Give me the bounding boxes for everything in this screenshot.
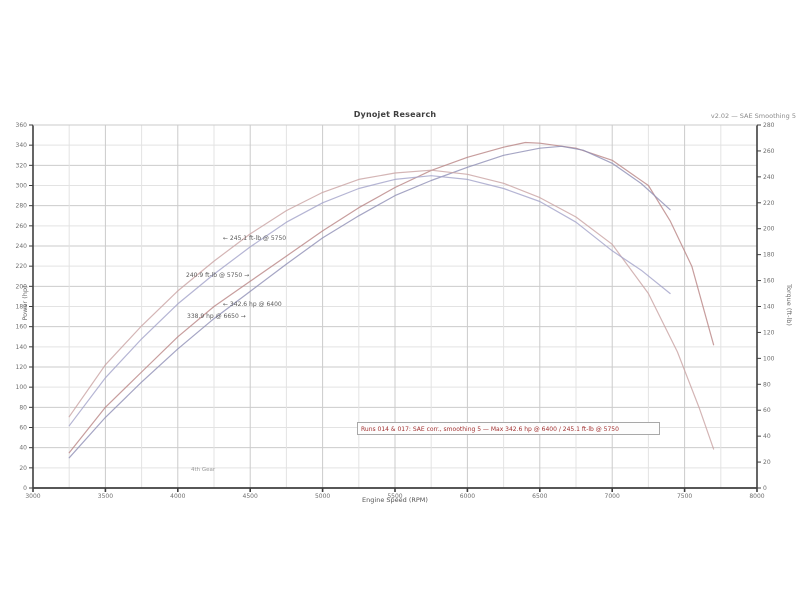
tick-label: 6000 <box>460 493 475 500</box>
tick-label: 7500 <box>677 493 692 500</box>
tick-label: 6500 <box>532 493 547 500</box>
tick-label: 5500 <box>387 493 402 500</box>
tick-label: 20 <box>763 459 771 466</box>
tick-label: 40 <box>763 433 771 440</box>
tick-label: 60 <box>19 425 27 432</box>
tick-label: 140 <box>763 304 775 311</box>
chart-meta-text: v2.02 — SAE Smoothing 5 <box>710 112 796 120</box>
tick-label: 320 <box>16 162 28 169</box>
annotation-run2-torque-peak: 240.9 ft-lb @ 5750 → <box>186 272 250 279</box>
tick-label: 4000 <box>170 493 185 500</box>
tick-label: 200 <box>16 283 28 290</box>
tick-label: 280 <box>763 122 775 129</box>
tick-label: 80 <box>19 404 27 411</box>
tick-label: 180 <box>16 304 28 311</box>
tick-label: 120 <box>16 364 28 371</box>
annotation-run1-torque-peak: ← 245.1 ft-lb @ 5750 <box>223 235 287 242</box>
tick-label: 5000 <box>315 493 330 500</box>
tick-label: 80 <box>763 381 771 388</box>
tick-label: 280 <box>16 203 28 210</box>
chart-title: Dynojet Research <box>353 110 437 119</box>
run-note-box: Runs 014 & 017: SAE corr., smoothing 5 —… <box>357 422 660 435</box>
tick-label: 3500 <box>98 493 113 500</box>
curve-run-1-torque <box>68 169 715 450</box>
tick-label: 20 <box>19 465 27 472</box>
tick-label: 4500 <box>243 493 258 500</box>
tick-label: 100 <box>16 384 28 391</box>
tick-label: 260 <box>763 148 775 155</box>
curve-run-1-power <box>68 141 715 454</box>
tick-label: 0 <box>763 485 767 492</box>
tick-label: 140 <box>16 344 28 351</box>
gear-note: 4th Gear <box>191 467 216 473</box>
tick-label: 220 <box>16 263 28 270</box>
tick-label: 8000 <box>749 493 764 500</box>
tick-label: 160 <box>763 278 775 285</box>
tick-label: 3000 <box>25 493 40 500</box>
curve-run-2-power <box>68 145 671 459</box>
tick-label: 180 <box>763 252 775 259</box>
curve-run-2-torque <box>68 175 671 427</box>
x-axis-title: Engine Speed (RPM) <box>362 496 428 504</box>
tick-label: 7000 <box>605 493 620 500</box>
annotation-run1-power-peak: ← 342.6 hp @ 6400 <box>223 301 282 308</box>
tick-label: 120 <box>763 329 775 336</box>
run-note-text: Runs 014 & 017: SAE corr., smoothing 5 —… <box>361 426 619 433</box>
left-axis-title: Power (hp) <box>21 285 29 321</box>
tick-label: 40 <box>19 445 27 452</box>
tick-label: 160 <box>16 324 28 331</box>
tick-label: 340 <box>16 142 28 149</box>
tick-label: 360 <box>16 122 28 129</box>
tick-label: 60 <box>763 407 771 414</box>
grid-lines <box>32 124 758 489</box>
axis-ticks-and-labels: 0204060801001201401601802002202402602803… <box>16 122 775 500</box>
tick-label: 220 <box>763 200 775 207</box>
tick-label: 240 <box>763 174 775 181</box>
dyno-curves <box>68 141 715 459</box>
tick-label: 200 <box>763 226 775 233</box>
tick-label: 240 <box>16 243 28 250</box>
tick-label: 300 <box>16 183 28 190</box>
tick-label: 260 <box>16 223 28 230</box>
right-axis-title: Torque (ft-lb) <box>785 284 793 326</box>
tick-label: 100 <box>763 355 775 362</box>
tick-label: 0 <box>23 485 27 492</box>
annotation-run2-power-peak: 338.9 hp @ 6650 → <box>187 313 246 320</box>
